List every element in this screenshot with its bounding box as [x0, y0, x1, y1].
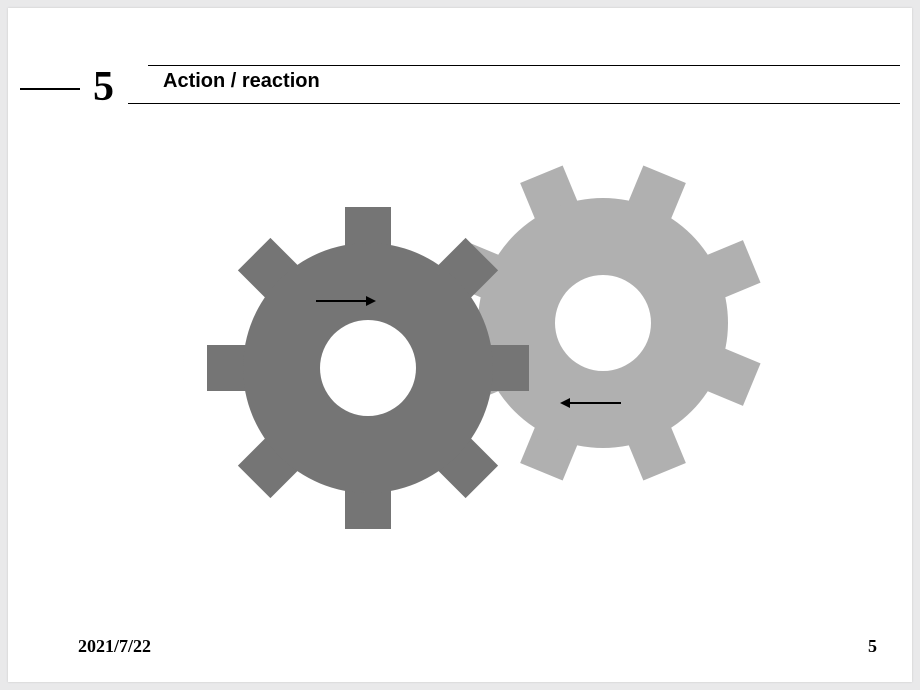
gear-left: [207, 207, 529, 529]
footer-date: 2021/7/22: [78, 636, 151, 657]
footer-page: 5: [868, 636, 877, 657]
slide: 5 Action / reaction 2021/7/22 5: [8, 8, 912, 682]
gears-diagram: [8, 8, 912, 682]
